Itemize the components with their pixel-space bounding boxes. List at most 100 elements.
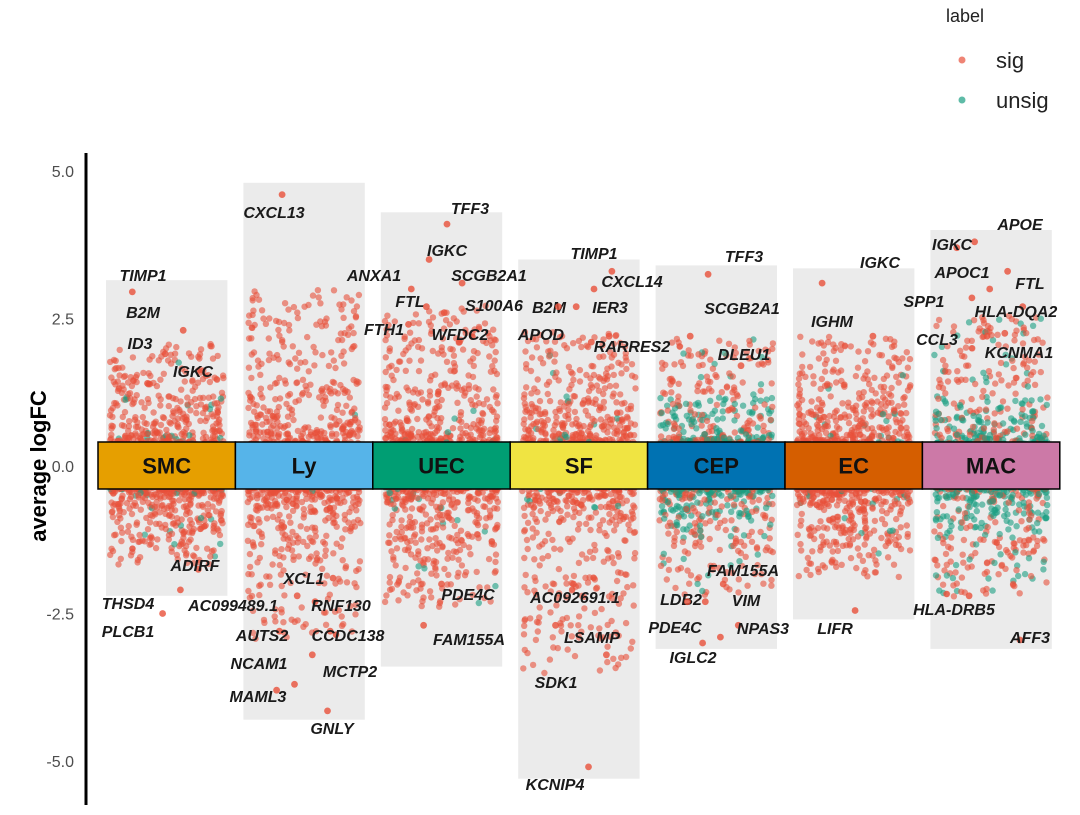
data-point bbox=[658, 502, 666, 510]
data-point bbox=[258, 307, 266, 314]
data-point bbox=[551, 422, 558, 429]
data-point bbox=[110, 502, 117, 509]
data-point bbox=[532, 591, 540, 598]
data-point bbox=[618, 494, 625, 501]
data-point bbox=[608, 617, 615, 625]
data-point bbox=[383, 592, 390, 599]
data-point bbox=[716, 546, 723, 554]
data-point bbox=[589, 415, 596, 423]
data-point bbox=[536, 543, 543, 550]
data-point bbox=[129, 354, 137, 361]
data-point bbox=[601, 529, 608, 537]
data-point bbox=[115, 500, 123, 508]
data-point bbox=[218, 389, 226, 396]
data-point bbox=[596, 521, 603, 529]
data-point bbox=[576, 520, 583, 528]
data-point bbox=[124, 528, 132, 535]
data-point bbox=[382, 354, 389, 361]
data-point bbox=[384, 312, 391, 319]
data-point bbox=[269, 561, 276, 568]
data-point bbox=[294, 365, 301, 372]
data-point bbox=[330, 550, 337, 557]
data-point bbox=[760, 511, 767, 519]
data-point bbox=[267, 429, 275, 436]
data-point bbox=[871, 569, 879, 576]
data-point bbox=[209, 355, 217, 362]
data-point bbox=[434, 404, 441, 411]
data-point bbox=[258, 530, 265, 537]
data-point bbox=[355, 379, 362, 386]
data-point bbox=[565, 411, 572, 419]
data-point bbox=[281, 592, 288, 599]
data-point bbox=[162, 525, 169, 533]
data-point bbox=[312, 533, 319, 540]
data-point bbox=[470, 348, 478, 355]
data-point bbox=[862, 567, 869, 574]
data-point bbox=[622, 354, 629, 361]
data-point bbox=[745, 512, 752, 520]
data-point bbox=[181, 528, 188, 535]
data-point bbox=[437, 503, 444, 510]
data-point bbox=[768, 582, 775, 589]
data-point bbox=[390, 501, 397, 508]
data-point bbox=[521, 554, 528, 562]
data-point bbox=[471, 326, 478, 333]
data-point bbox=[476, 514, 483, 522]
data-point bbox=[140, 369, 147, 377]
data-point bbox=[415, 367, 423, 375]
data-point bbox=[414, 570, 421, 577]
data-point bbox=[351, 405, 358, 412]
data-point bbox=[128, 493, 135, 500]
data-point bbox=[215, 427, 223, 434]
data-point bbox=[151, 503, 158, 511]
data-point bbox=[141, 531, 148, 538]
data-point bbox=[624, 583, 631, 591]
data-point bbox=[262, 320, 270, 327]
data-point bbox=[451, 415, 458, 422]
data-point bbox=[716, 337, 723, 344]
data-point bbox=[562, 574, 569, 581]
data-point bbox=[254, 433, 261, 440]
data-point bbox=[481, 594, 488, 602]
data-point bbox=[444, 509, 451, 517]
data-point bbox=[618, 370, 625, 377]
data-point bbox=[528, 390, 535, 397]
data-point bbox=[575, 559, 583, 567]
data-point bbox=[326, 505, 334, 512]
data-point bbox=[424, 400, 432, 407]
data-point bbox=[738, 500, 745, 508]
data-point bbox=[419, 491, 426, 498]
data-point bbox=[825, 333, 833, 341]
data-point bbox=[165, 531, 173, 539]
data-point bbox=[213, 376, 220, 383]
data-point bbox=[196, 394, 204, 402]
data-point bbox=[439, 511, 446, 519]
data-point bbox=[125, 522, 132, 530]
data-point bbox=[286, 327, 293, 334]
data-point bbox=[533, 344, 541, 351]
data-point bbox=[406, 401, 413, 408]
data-point bbox=[351, 580, 358, 587]
data-point bbox=[252, 635, 259, 642]
data-point bbox=[697, 527, 704, 535]
data-point bbox=[107, 358, 114, 366]
data-point bbox=[309, 524, 316, 531]
data-point bbox=[275, 356, 282, 363]
data-point bbox=[544, 390, 551, 398]
data-point bbox=[521, 584, 528, 591]
data-point bbox=[557, 622, 565, 629]
data-point bbox=[461, 572, 469, 579]
data-point bbox=[157, 376, 164, 383]
data-point bbox=[386, 539, 393, 546]
data-point bbox=[492, 582, 499, 590]
data-point bbox=[453, 548, 460, 556]
data-point bbox=[383, 332, 391, 339]
data-point bbox=[454, 531, 461, 539]
data-point bbox=[657, 562, 665, 569]
data-point bbox=[300, 514, 307, 521]
data-point bbox=[904, 533, 911, 540]
data-point bbox=[469, 505, 476, 512]
data-point bbox=[270, 354, 277, 361]
data-point bbox=[895, 573, 902, 581]
data-point bbox=[268, 424, 275, 431]
